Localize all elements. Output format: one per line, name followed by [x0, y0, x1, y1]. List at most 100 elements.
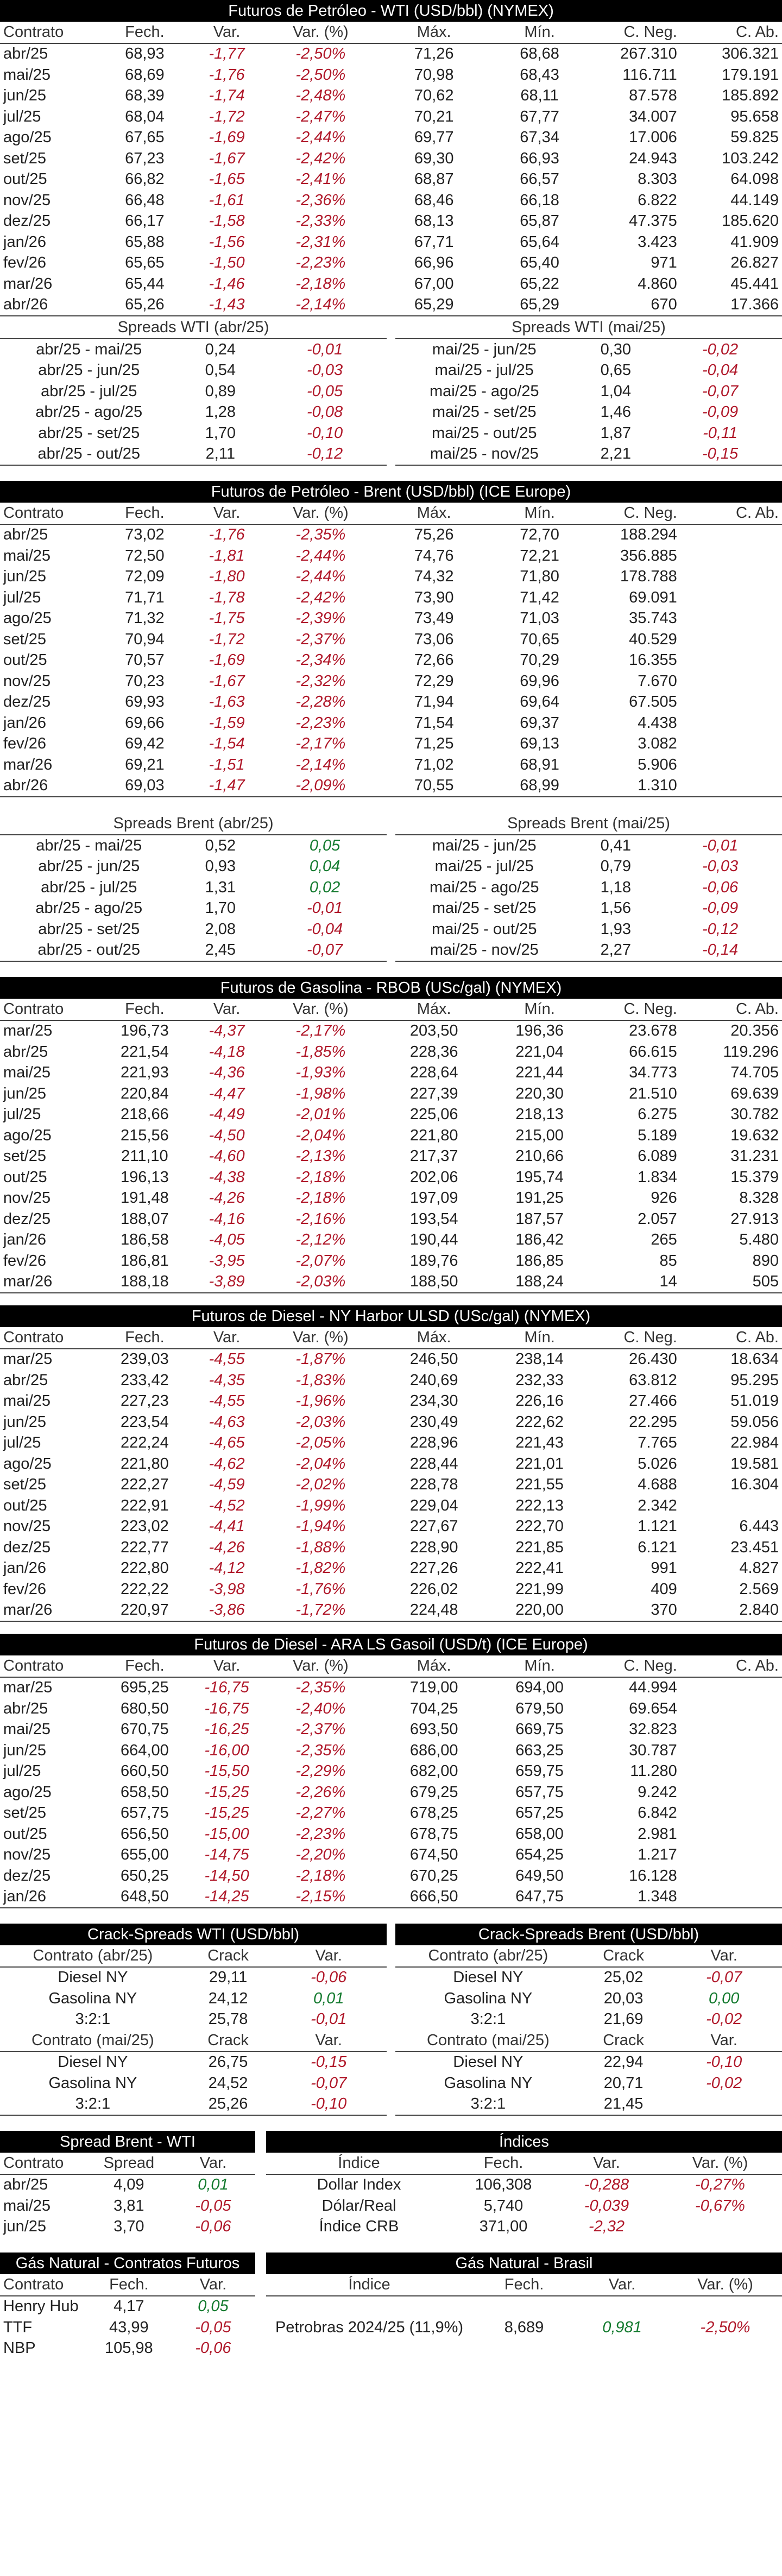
indices-table: Índice Fech. Var. Var. (%) Dollar Index 106,3… — [266, 2153, 782, 2237]
table-cell: jan/26 — [3, 1231, 47, 1249]
table-cell: -0,67% — [695, 2197, 745, 2215]
table-row: mai/25 227,23 -4,55 -1,96% 234,30 226,16 27.46… — [0, 1391, 782, 1412]
column-header: Var. (%) — [266, 999, 376, 1021]
table-cell: -1,88% — [295, 1538, 346, 1556]
table-cell: -0,09 — [702, 403, 739, 421]
table-cell: jul/25 — [3, 107, 41, 125]
table-header-row: Contrato Fech. Var. Var. (%) Máx. Mín. C. Neg.… — [0, 503, 782, 525]
table-cell: 69,30 — [414, 149, 454, 167]
column-header: Fech. — [102, 999, 188, 1021]
table-cell: -4,05 — [209, 1231, 245, 1249]
table-cell: 66,82 — [125, 170, 165, 188]
table-cell: -2,18% — [295, 1189, 346, 1207]
table-cell — [680, 1782, 782, 1803]
table-cell — [680, 608, 782, 630]
table-cell: -2,18% — [295, 1867, 346, 1885]
table-row: out/25 222,91 -4,52 -1,99% 229,04 222,13 2.342 — [0, 1495, 782, 1517]
table-cell: 75,26 — [414, 526, 454, 544]
table-cell: 227,67 — [409, 1518, 458, 1536]
table-cell: -2,12% — [295, 1231, 346, 1249]
table-cell: -2,50% — [295, 66, 346, 84]
table-cell: -1,54 — [209, 735, 245, 753]
table-row: abr/25 - set/25 1,70 -0,10 — [0, 423, 387, 444]
table-cell: 234,30 — [409, 1392, 458, 1410]
table-cell — [680, 754, 782, 776]
table-cell: 0,02 — [309, 878, 340, 896]
table-cell: -1,72 — [209, 107, 245, 125]
table-cell: 67,23 — [125, 149, 165, 167]
table-cell: -0,01 — [311, 2010, 347, 2028]
table-row: jan/26 65,88 -1,56 -2,31% 67,71 65,64 3.423 41.… — [0, 232, 782, 253]
table-cell: 69,42 — [125, 735, 165, 753]
spacer — [0, 2359, 782, 2370]
table-cell: 70,29 — [520, 651, 559, 669]
wti-title: Futuros de Petróleo - WTI (USD/bbl) (NYM… — [0, 0, 782, 22]
column-header: C. Neg. — [586, 22, 680, 44]
table-cell: 6.275 — [638, 1106, 677, 1124]
table-cell: fev/26 — [3, 254, 46, 272]
table-row: jan/26 69,66 -1,59 -2,23% 71,54 69,37 4.438 — [0, 713, 782, 734]
table-cell: 5.480 — [739, 1231, 779, 1249]
crack-brent-section: Crack-Spreads Brent (USD/bbl) Contrato (a… — [395, 1924, 782, 2116]
table-cell: 221,44 — [515, 1064, 564, 1082]
table-cell: dez/25 — [3, 693, 51, 711]
table-cell: fev/26 — [3, 1252, 46, 1270]
table-cell: 0,54 — [205, 361, 236, 379]
table-cell: 3:2:1 — [470, 2095, 506, 2113]
table-cell: 2,08 — [205, 920, 236, 938]
table-row: mar/25 695,25 -16,75 -2,35% 719,00 694,00 44.9… — [0, 1677, 782, 1699]
table-cell: 67,00 — [414, 275, 454, 293]
table-cell: 188,07 — [121, 1210, 169, 1228]
table-cell: -0,12 — [307, 445, 343, 463]
table-cell: 371,00 — [479, 2218, 528, 2236]
table-cell: -3,86 — [209, 1601, 245, 1619]
table-cell: 25,26 — [208, 2095, 248, 2113]
table-cell: 704,25 — [409, 1699, 458, 1717]
table-row: jun/25 3,70 -0,06 — [0, 2217, 255, 2238]
table-cell — [680, 587, 782, 608]
table-cell: abr/25 - mai/25 — [36, 340, 142, 358]
table-cell: 69,77 — [414, 129, 454, 147]
table-cell: -2,50% — [700, 2319, 751, 2336]
table-cell: abr/25 - mai/25 — [36, 836, 142, 854]
column-header: Fech. — [102, 22, 188, 44]
table-cell: 4.438 — [638, 714, 677, 732]
wti-table: Contrato Fech. Var. Var. (%) Máx. Mín. C. Neg.… — [0, 22, 782, 316]
table-cell: 65,44 — [125, 275, 165, 293]
table-cell: 34.007 — [629, 107, 677, 125]
table-cell: 3.423 — [638, 233, 677, 251]
table-cell: -4,35 — [209, 1371, 245, 1389]
brent-spreads-left: Spreads Brent (abr/25) abr/25 - mai/25 0,5… — [0, 813, 387, 962]
table-cell: 23.678 — [629, 1022, 677, 1040]
crack-spreads-section: Crack-Spreads WTI (USD/bbl) Contrato (abr… — [0, 1924, 782, 2116]
table-row: out/25 656,50 -15,00 -2,23% 678,75 658,00 2.98… — [0, 1824, 782, 1845]
table-cell: 185.892 — [722, 87, 779, 105]
table-cell: -0,15 — [702, 445, 739, 463]
table-cell: Diesel NY — [58, 2053, 128, 2071]
table-cell: -2,17% — [295, 1022, 346, 1040]
table-row: nov/25 66,48 -1,61 -2,36% 68,46 66,18 6.822 44.… — [0, 190, 782, 211]
table-cell: 657,75 — [121, 1804, 169, 1822]
table-cell: 26.827 — [730, 254, 779, 272]
column-header: Contrato — [0, 503, 102, 525]
table-row: abr/25 - ago/25 1,28 -0,08 — [0, 402, 387, 423]
table-cell: abr/25 — [3, 1371, 48, 1389]
table-cell: 63.812 — [629, 1371, 677, 1389]
table-cell: 40.529 — [629, 630, 677, 648]
table-cell: -2,32% — [295, 672, 346, 690]
table-cell: 1,70 — [205, 899, 236, 917]
table-cell: 2.057 — [638, 1210, 677, 1228]
table-cell: 85 — [659, 1252, 677, 1270]
table-cell: -0,07 — [706, 1969, 742, 1987]
table-cell: 9.242 — [638, 1783, 677, 1801]
table-cell: 20,71 — [603, 2074, 644, 2092]
table-cell: 59.056 — [730, 1413, 779, 1431]
table-cell: 218,66 — [121, 1106, 169, 1124]
table-cell: 106,308 — [475, 2176, 532, 2194]
table-cell: -2,35% — [295, 526, 346, 544]
table-cell: fev/26 — [3, 735, 46, 753]
table-cell: Diesel NY — [58, 1969, 128, 1987]
table-cell: -1,94% — [295, 1518, 346, 1536]
table-cell: jun/25 — [3, 1413, 47, 1431]
table-cell: 7.670 — [638, 672, 677, 690]
